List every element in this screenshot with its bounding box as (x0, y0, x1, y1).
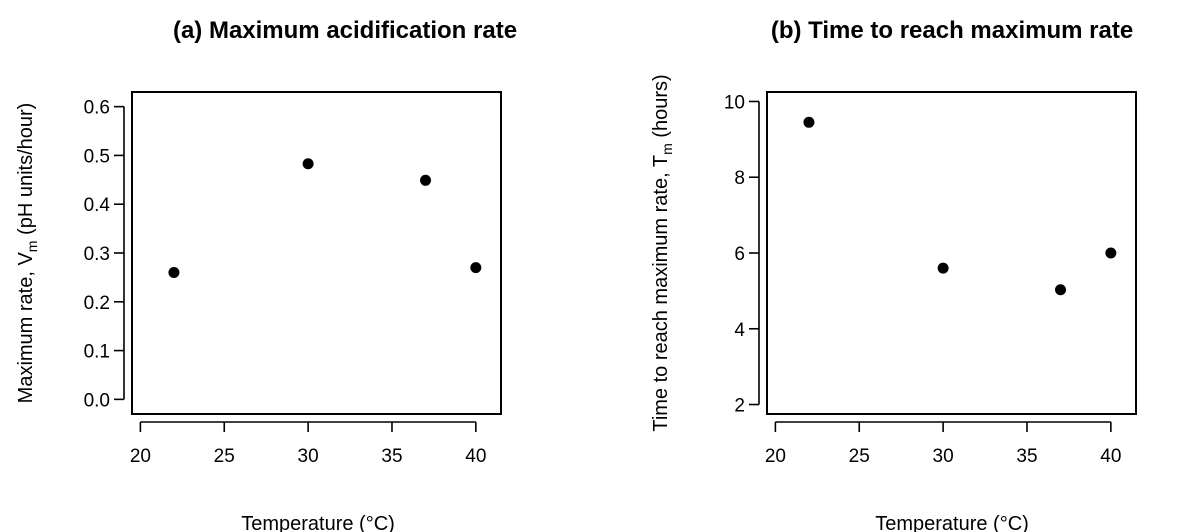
panel-a-x-tick-label: 20 (130, 446, 151, 467)
panel-b-y-axis-label: Time to reach maximum rate, Tm (hours) (650, 74, 675, 431)
panel-a-x-tick-label: 25 (214, 446, 235, 467)
panel-b-y-tick-label: 4 (734, 320, 745, 341)
panel-b-y-tick-label: 10 (724, 92, 745, 113)
panel-a-data-point (420, 174, 432, 186)
panel-b-plot-frame (766, 91, 1137, 415)
panel-b-data-point (803, 116, 815, 128)
panel-a-x-tick-label: 30 (298, 446, 319, 467)
panel-a-title: (a) Maximum acidification rate (173, 17, 517, 44)
panel-b-data-point (937, 262, 949, 274)
panel-a-points (168, 158, 482, 279)
panel-b-x-tick-label: 40 (1100, 446, 1121, 467)
panel-a-plot-frame (131, 91, 502, 415)
panel-b-x-tick-label: 20 (765, 446, 786, 467)
panel-b-data-point (1055, 284, 1067, 296)
panel-b-y-tick-label: 2 (734, 396, 745, 417)
panel-a-data-point (168, 267, 180, 279)
panel-b-title: (b) Time to reach maximum rate (771, 17, 1133, 44)
panel-a-y-tick-label: 0.3 (84, 244, 110, 265)
panel-a-y-tick-label: 0.5 (84, 146, 110, 167)
panel-b-points (803, 116, 1117, 296)
panel-a-y-ticks: 0.0 0.1 0.2 0.3 0.4 0.5 0.6 (84, 98, 125, 411)
panel-b-x-tick-label: 30 (933, 446, 954, 467)
panel-a-y-tick-label: 0.1 (84, 342, 110, 363)
panel-a-y-tick-label: 0.6 (84, 98, 110, 119)
panel-a-y-axis-label: Maximum rate, Vm (pH units/hour) (15, 103, 40, 404)
panel-a-y-tick-label: 0.0 (84, 390, 110, 411)
panel-b-y-ticks: 2 4 6 8 10 (724, 92, 760, 417)
panel-b-x-tick-label: 35 (1016, 446, 1037, 467)
panel-a-x-tick-label: 35 (381, 446, 402, 467)
panel-b-x-ticks: 20 25 30 35 40 (765, 421, 1121, 467)
panel-b-x-tick-label: 25 (849, 446, 870, 467)
panel-b-y-tick-label: 8 (734, 168, 745, 189)
panel-b: (b) Time to reach maximum rate Temperatu… (650, 17, 1137, 532)
panel-a-y-tick-label: 0.4 (84, 195, 111, 216)
panel-b-y-tick-label: 6 (734, 244, 745, 265)
panel-b-x-axis-label: Temperature (°C) (875, 513, 1029, 532)
panel-a-x-axis-label: Temperature (°C) (241, 513, 395, 532)
panel-a-x-ticks: 20 25 30 35 40 (130, 421, 486, 467)
panel-a-data-point (470, 262, 482, 274)
panel-a-x-tick-label: 40 (465, 446, 486, 467)
panel-a-y-tick-label: 0.2 (84, 293, 110, 314)
panel-b-data-point (1105, 247, 1117, 259)
panel-a-data-point (302, 158, 314, 170)
panel-a: (a) Maximum acidification rate Temperatu… (15, 17, 517, 532)
